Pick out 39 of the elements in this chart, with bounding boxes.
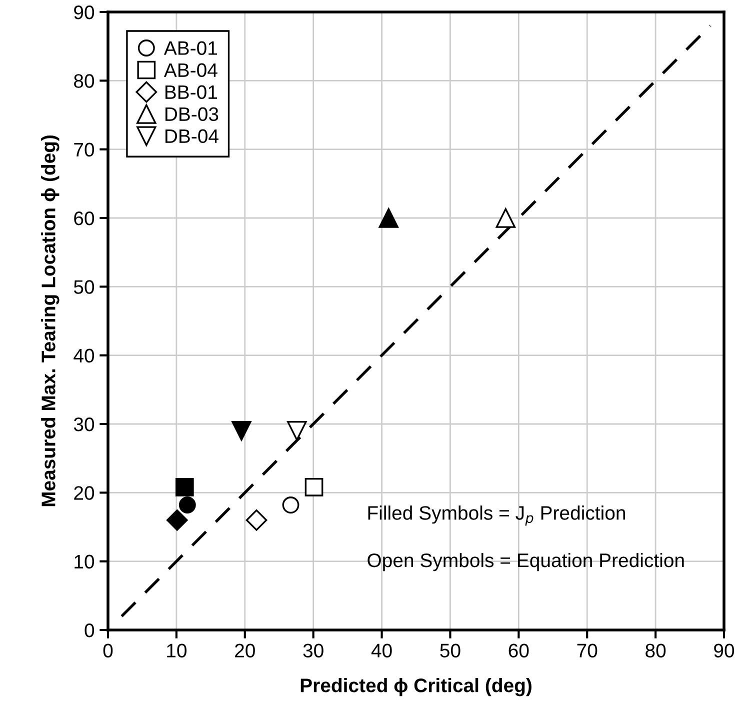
point [166,509,188,531]
y-tick-label: 40 [74,348,94,363]
x-tick-label: 20 [235,644,255,658]
x-tick-label: 10 [167,644,186,658]
legend-label: DB-03 [166,107,218,122]
y-tick-label: 10 [74,554,94,569]
annotation: Open Symbols = Equation Prediction [368,552,684,572]
x-tick-label: 80 [646,644,666,658]
x-tick-label: 90 [714,644,734,658]
x-tick-label: 50 [440,644,460,658]
point [287,421,307,441]
legend-label: BB-01 [166,85,217,100]
point [304,478,324,496]
x-tick-label: 30 [303,644,324,658]
point [232,421,252,441]
y-tick-label: 50 [74,280,94,294]
y-tick-label: 80 [74,74,94,88]
y-tick-label: 90 [74,5,94,20]
y-tick-label: 20 [74,486,94,500]
annotation: Filled Symbols = J$_{p}$ Prediction [368,506,625,526]
point [175,478,194,496]
y-axis-title: Measured Max. Tearing Location ϕ (deg) [41,135,60,506]
legend-label: DB-04 [166,129,218,144]
y-tick-label: 60 [74,211,94,226]
legend-label: AB-01 [164,41,217,55]
point [178,496,196,514]
x-tick-label: 70 [577,644,598,658]
point [378,208,398,228]
legend-label: AB-04 [164,63,218,78]
y-tick-label: 0 [84,623,94,638]
x-tick-label: 0 [103,644,113,658]
y-tick-label: 30 [74,417,94,432]
y-tick-label: 70 [74,142,94,157]
x-axis-title: Predicted ϕ Critical (deg) [300,678,532,696]
point [246,509,268,531]
x-tick-label: 40 [371,644,392,658]
point [282,496,300,514]
point [496,208,516,228]
x-tick-label: 60 [508,644,529,658]
